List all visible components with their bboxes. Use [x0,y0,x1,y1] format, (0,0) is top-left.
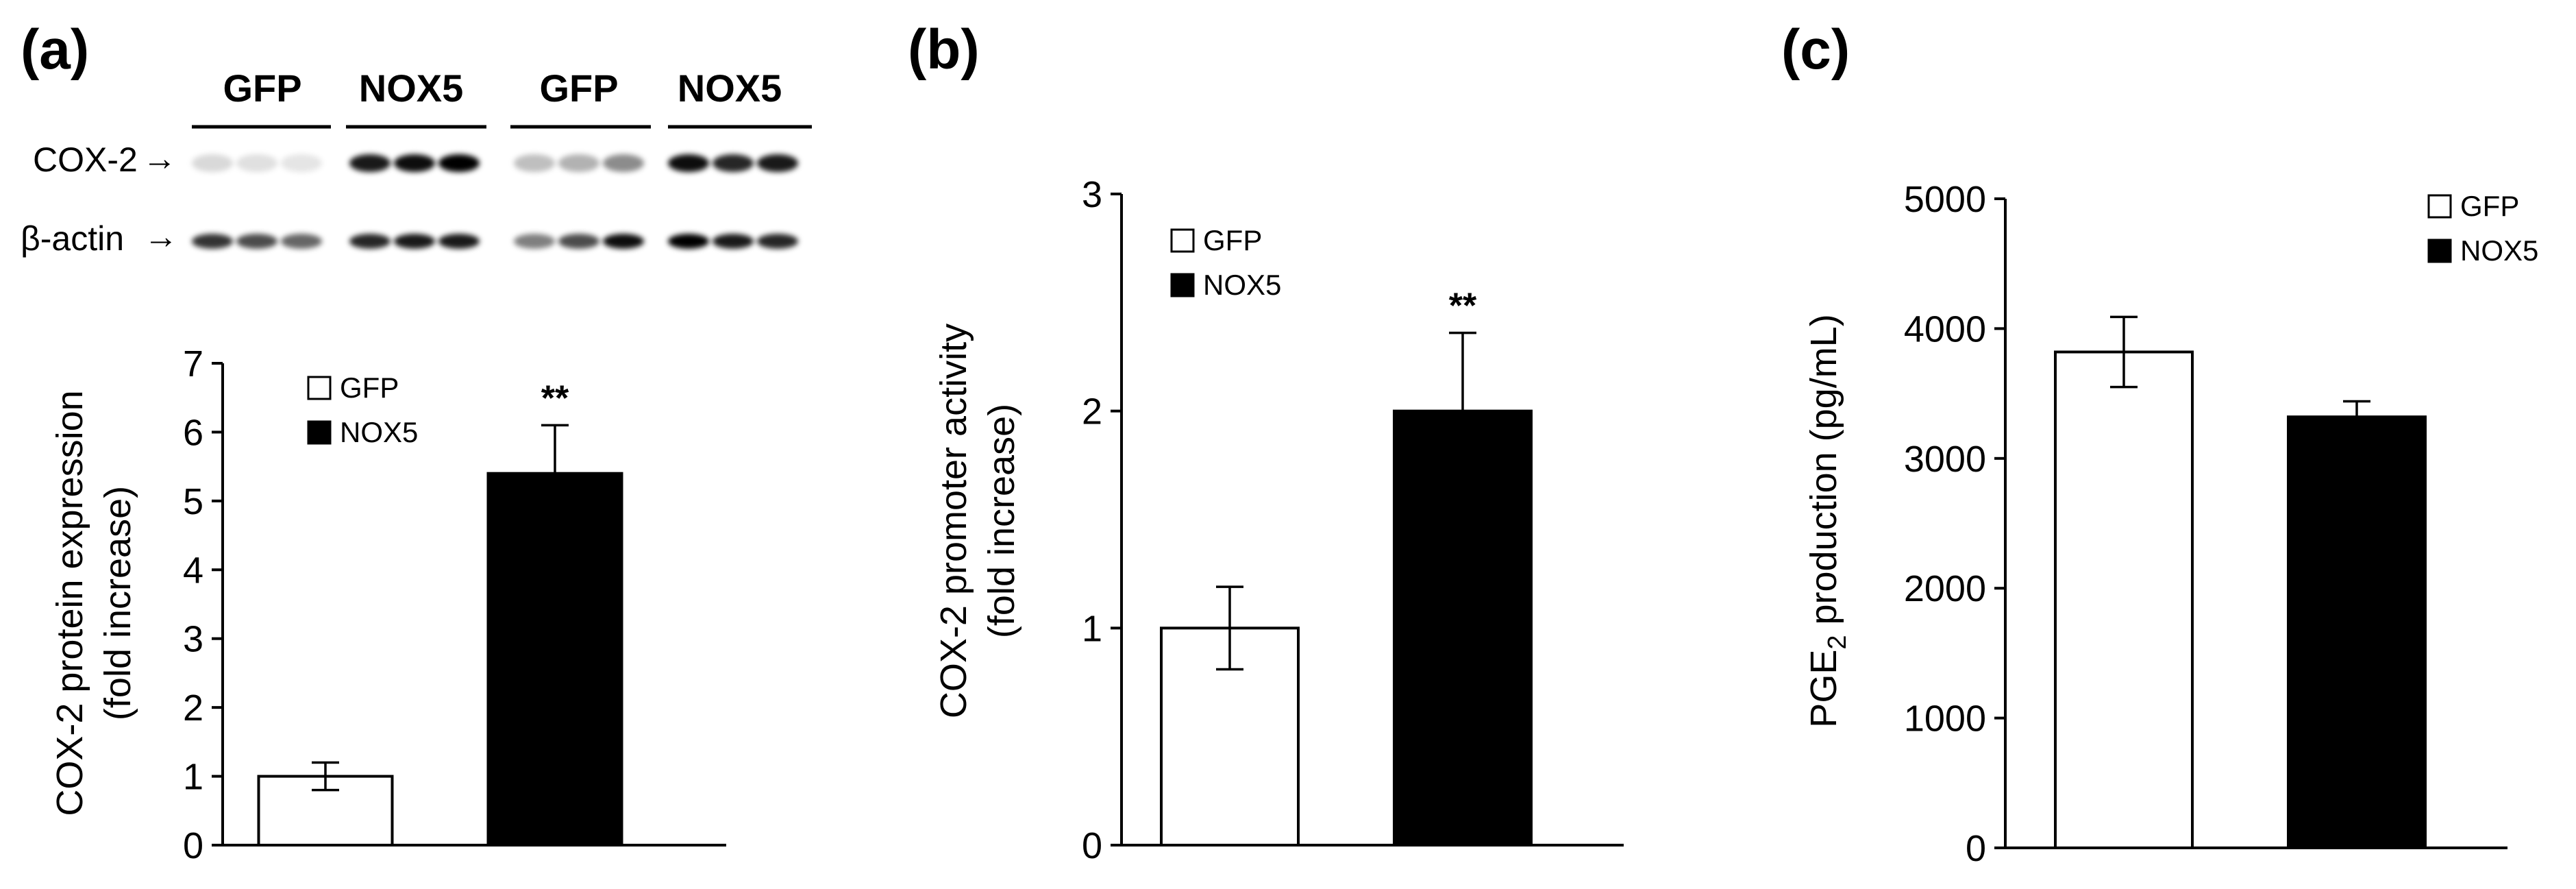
y-tick-label: 0 [183,825,203,866]
blot-band-actin [394,234,435,249]
blot-group-label: NOX5 [678,66,782,110]
y-tick-label: 4 [183,550,203,591]
y-tick-label: 0 [1966,828,1986,869]
y-tick-label: 1 [183,757,203,798]
y-axis-label-line: (fold increase) [97,486,138,720]
blot-row-label-cox2: COX-2 [33,141,138,179]
y-tick-label: 3 [183,619,203,660]
y-tick-label: 4000 [1904,308,1986,350]
y-axis-label-line: COX-2 promoter activity [933,324,974,718]
blot-band-cox2 [394,154,435,172]
y-axis-label: PGE2 production (pg/mL) [1803,314,1852,727]
blot-band-cox2 [603,154,644,172]
y-tick-label: 5000 [1904,179,1986,220]
legend-label: NOX5 [2460,234,2538,267]
blot-band-cox2 [757,154,798,172]
blot-row-label-actin: β-actin [21,219,124,258]
blot-band-actin [349,234,391,249]
y-tick-label: 5 [183,481,203,522]
y-axis-label: COX-2 promoter activity (fold increase) [933,324,1022,718]
y-tick-label: 0 [1082,825,1102,866]
y-tick-label: 1 [1082,608,1102,649]
blot-band-cox2 [514,154,555,172]
legend-label: GFP [2460,190,2519,222]
blot-band-cox2 [192,154,233,172]
y-axis-label: COX-2 protein expression (fold increase) [49,390,138,816]
y-axis-label-main: PGE [1803,650,1844,728]
y-axis-label-line: COX-2 protein expression [49,390,90,816]
blot-band-actin [438,234,480,249]
y-axis-label-rest: production (pg/mL) [1803,314,1844,635]
y-tick-label: 3000 [1904,439,1986,480]
blot-band-actin [757,234,798,249]
legend-swatch-nox5 [307,420,332,445]
panel-c-letter: (c) [1781,19,1850,81]
y-tick-label: 2000 [1904,568,1986,609]
legend-swatch-gfp [2427,194,2452,219]
bar-nox5 [1393,409,1533,847]
legend-label: GFP [1203,224,1262,256]
blot-band-cox2 [713,154,754,172]
y-axis-label-line: (fold increase) [981,404,1022,638]
panel-b-letter: (b) [908,19,980,81]
panel-a-letter: (a) [21,19,89,81]
blot-band-actin [668,234,709,249]
blot-group-label: GFP [223,66,301,110]
blot-band-actin [281,234,322,249]
blot-band-cox2 [558,154,599,172]
legend-swatch-gfp [307,376,332,400]
y-axis-label-subscript: 2 [1823,635,1852,650]
y-tick-label: 2 [1082,391,1102,433]
significance-marker: ** [541,378,569,418]
legend-swatch-gfp [1170,228,1195,253]
chart-cox2-protein: 0 1 2 3 4 5 6 7 COX-2 protein expression (fold in… [49,343,726,866]
bar-nox5 [486,472,623,847]
blot-band-actin [603,234,644,249]
bar-gfp [2054,350,2194,849]
blot-bands [192,154,798,249]
y-tick-label: 2 [183,687,203,729]
arrow-icon: → [143,139,177,178]
bar-gfp [257,775,394,847]
legend-label: GFP [340,372,399,404]
y-tick-label: 7 [183,343,203,385]
blot-group-label: NOX5 [359,66,464,110]
arrow-icon: → [144,217,178,256]
blot-band-cox2 [438,154,480,172]
legend-label: NOX5 [1203,269,1281,301]
significance-marker: ** [1449,287,1477,326]
y-tick-label: 3 [1082,174,1102,215]
blot-band-actin [558,234,599,249]
y-tick-label: 1000 [1904,698,1986,740]
blot-band-cox2 [236,154,277,172]
legend-label: NOX5 [340,416,418,448]
blot-band-actin [236,234,277,249]
blot-band-cox2 [349,154,391,172]
legend-swatch-nox5 [2427,239,2452,263]
blot-group-label: GFP [539,66,618,110]
chart-cox2-promoter: 0 1 2 3 COX-2 promoter activity (fold increas… [933,174,1624,866]
western-blot: GFP NOX5 GFP NOX5 COX-2 → β-actin → [21,66,812,258]
chart-pge2-production: 0 1000 2000 3000 4000 5000 PGE2 production (pg… [1803,179,2538,869]
blot-band-actin [713,234,754,249]
bar-nox5 [2287,415,2427,849]
y-tick-label: 6 [183,412,203,453]
blot-band-actin [514,234,555,249]
blot-band-cox2 [668,154,709,172]
blot-band-actin [192,234,233,249]
blot-band-cox2 [281,154,322,172]
legend-swatch-nox5 [1170,273,1195,297]
